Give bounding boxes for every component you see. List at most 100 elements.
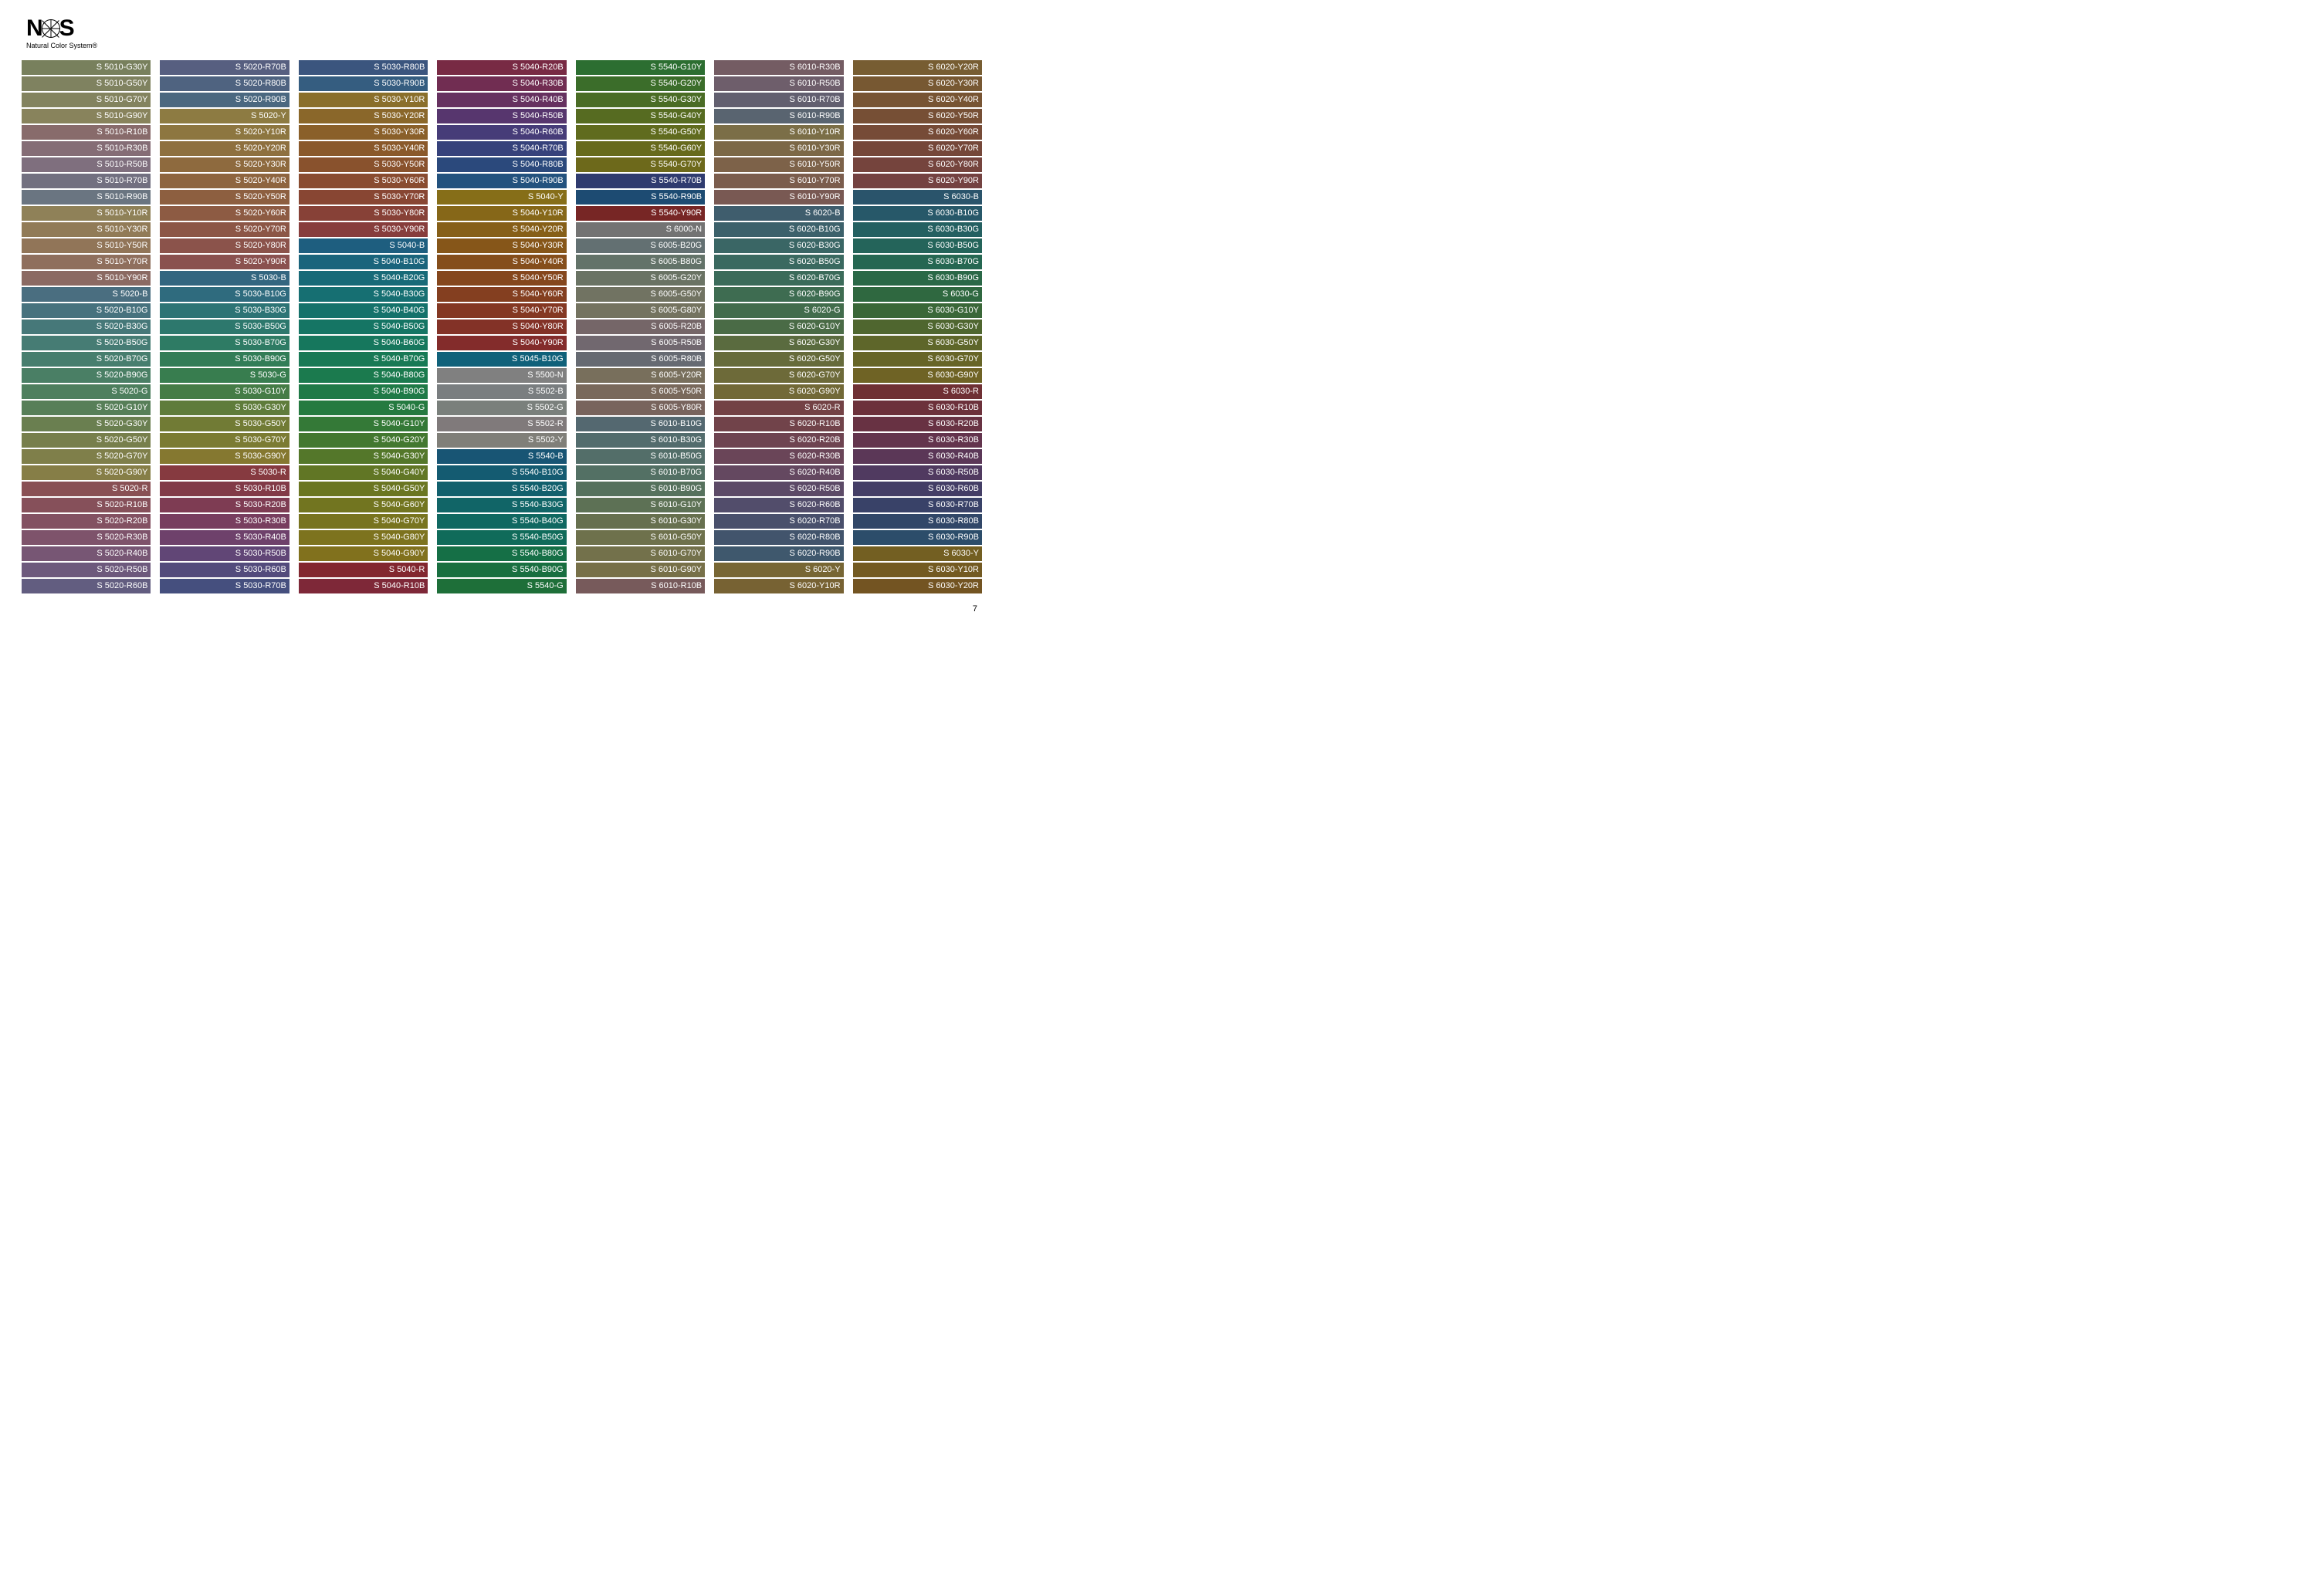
color-swatch: S 6030-G70Y (853, 352, 982, 367)
color-swatch: S 5010-Y70R (22, 255, 151, 269)
color-swatch: S 6010-R50B (714, 76, 843, 91)
color-swatch: S 5040-B30G (299, 287, 428, 302)
color-swatch: S 5040-B (299, 238, 428, 253)
color-swatch: S 5040-Y80R (437, 320, 566, 334)
color-swatch: S 6020-Y20R (853, 60, 982, 75)
color-swatch: S 6020-R (714, 401, 843, 415)
color-swatch: S 5010-R50B (22, 157, 151, 172)
color-swatch: S 5020-Y70R (160, 222, 289, 237)
color-swatch: S 6005-R80B (576, 352, 705, 367)
color-swatch: S 5030-Y80R (299, 206, 428, 221)
color-swatch: S 6030-B10G (853, 206, 982, 221)
color-swatch: S 6020-G10Y (714, 320, 843, 334)
color-swatch: S 5040-B60G (299, 336, 428, 350)
color-swatch: S 6005-R50B (576, 336, 705, 350)
color-swatch: S 6020-Y90R (853, 174, 982, 188)
color-swatch: S 5040-R40B (437, 93, 566, 107)
color-swatch: S 5020-G10Y (22, 401, 151, 415)
color-swatch: S 6020-Y50R (853, 109, 982, 123)
color-swatch: S 6030-R80B (853, 514, 982, 529)
color-swatch: S 5540-B20G (437, 482, 566, 496)
color-swatch: S 5010-Y90R (22, 271, 151, 286)
color-swatch: S 5540-G60Y (576, 141, 705, 156)
logo-wordmark: N S (26, 15, 982, 42)
color-swatch: S 5540-B90G (437, 563, 566, 577)
color-swatch: S 5010-Y30R (22, 222, 151, 237)
color-swatch: S 5540-G (437, 579, 566, 593)
color-swatch: S 5020-G70Y (22, 449, 151, 464)
color-swatch: S 6010-R70B (714, 93, 843, 107)
color-swatch: S 5020-Y20R (160, 141, 289, 156)
color-swatch: S 5030-B90G (160, 352, 289, 367)
color-swatch: S 6030-R70B (853, 498, 982, 512)
color-swatch: S 5045-B10G (437, 352, 566, 367)
color-swatch: S 5030-Y40R (299, 141, 428, 156)
color-swatch: S 6030-R50B (853, 465, 982, 480)
color-swatch: S 5040-B90G (299, 384, 428, 399)
color-swatch: S 5040-R (299, 563, 428, 577)
color-swatch: S 5030-R60B (160, 563, 289, 577)
color-swatch: S 5020-R90B (160, 93, 289, 107)
color-swatch: S 6020-B30G (714, 238, 843, 253)
color-swatch: S 6005-Y20R (576, 368, 705, 383)
color-swatch: S 6030-B90G (853, 271, 982, 286)
color-swatch: S 5030-Y90R (299, 222, 428, 237)
color-swatch: S 6030-R (853, 384, 982, 399)
color-swatch: S 5020-R (22, 482, 151, 496)
color-swatch: S 5030-G10Y (160, 384, 289, 399)
color-swatch: S 6005-B80G (576, 255, 705, 269)
color-swatch: S 5030-R30B (160, 514, 289, 529)
color-swatch: S 5010-R70B (22, 174, 151, 188)
color-swatch: S 6030-Y (853, 546, 982, 561)
color-swatch: S 5020-G50Y (22, 433, 151, 448)
swatch-column: S 5020-R70BS 5020-R80BS 5020-R90BS 5020-… (160, 60, 289, 595)
color-swatch: S 5030-R (160, 465, 289, 480)
color-swatch: S 5030-R90B (299, 76, 428, 91)
color-swatch: S 5020-Y (160, 109, 289, 123)
color-swatch: S 6020-R50B (714, 482, 843, 496)
color-swatch: S 5540-B80G (437, 546, 566, 561)
color-swatch: S 5040-Y60R (437, 287, 566, 302)
color-swatch: S 6030-R40B (853, 449, 982, 464)
color-swatch: S 6030-Y20R (853, 579, 982, 593)
color-swatch: S 5540-R70B (576, 174, 705, 188)
color-swatch: S 6030-R60B (853, 482, 982, 496)
color-swatch: S 5030-G30Y (160, 401, 289, 415)
color-swatch: S 5030-B10G (160, 287, 289, 302)
color-swatch: S 5040-R70B (437, 141, 566, 156)
color-swatch: S 5540-G40Y (576, 109, 705, 123)
color-swatch: S 5030-R40B (160, 530, 289, 545)
swatch-column: S 6010-R30BS 6010-R50B S 6010-R70B S 6010-… (714, 60, 843, 595)
color-swatch: S 5040-B10G (299, 255, 428, 269)
color-swatch: S 6010-Y70R (714, 174, 843, 188)
color-swatch: S 6030-G50Y (853, 336, 982, 350)
color-swatch: S 5040-Y90R (437, 336, 566, 350)
color-swatch: S 5040-Y20R (437, 222, 566, 237)
color-swatch: S 5020-R10B (22, 498, 151, 512)
color-swatch: S 6010-B70G (576, 465, 705, 480)
color-swatch: S 5030-R10B (160, 482, 289, 496)
swatch-column: S 6020-Y20RS 6020-Y30RS 6020-Y40RS 6020-… (853, 60, 982, 595)
color-swatch: S 5030-G70Y (160, 433, 289, 448)
color-swatch: S 6020-B90G (714, 287, 843, 302)
color-swatch: S 6010-G30Y (576, 514, 705, 529)
color-swatch: S 5020-R80B (160, 76, 289, 91)
color-swatch: S 5502-Y (437, 433, 566, 448)
color-swatch: S 5500-N (437, 368, 566, 383)
color-swatch: S 5040-G (299, 401, 428, 415)
color-swatch: S 5020-R50B (22, 563, 151, 577)
color-swatch: S 5540-G70Y (576, 157, 705, 172)
color-swatch: S 5030-Y60R (299, 174, 428, 188)
color-swatch: S 6020-B10G (714, 222, 843, 237)
color-swatch: S 6030-Y10R (853, 563, 982, 577)
color-swatch: S 5020-B70G (22, 352, 151, 367)
color-swatch: S 6020-R20B (714, 433, 843, 448)
color-swatch: S 6020-R10B (714, 417, 843, 431)
color-swatch: S 5020-R60B (22, 579, 151, 593)
color-swatch: S 6030-R10B (853, 401, 982, 415)
color-swatch: S 6010-B90G (576, 482, 705, 496)
color-swatch-grid: S 5010-G30YS 5010-G50YS 5010-G70YS 5010-… (22, 60, 982, 595)
color-swatch: S 6010-R30B (714, 60, 843, 75)
color-swatch: S 5030-R20B (160, 498, 289, 512)
color-swatch: S 5030-Y30R (299, 125, 428, 140)
